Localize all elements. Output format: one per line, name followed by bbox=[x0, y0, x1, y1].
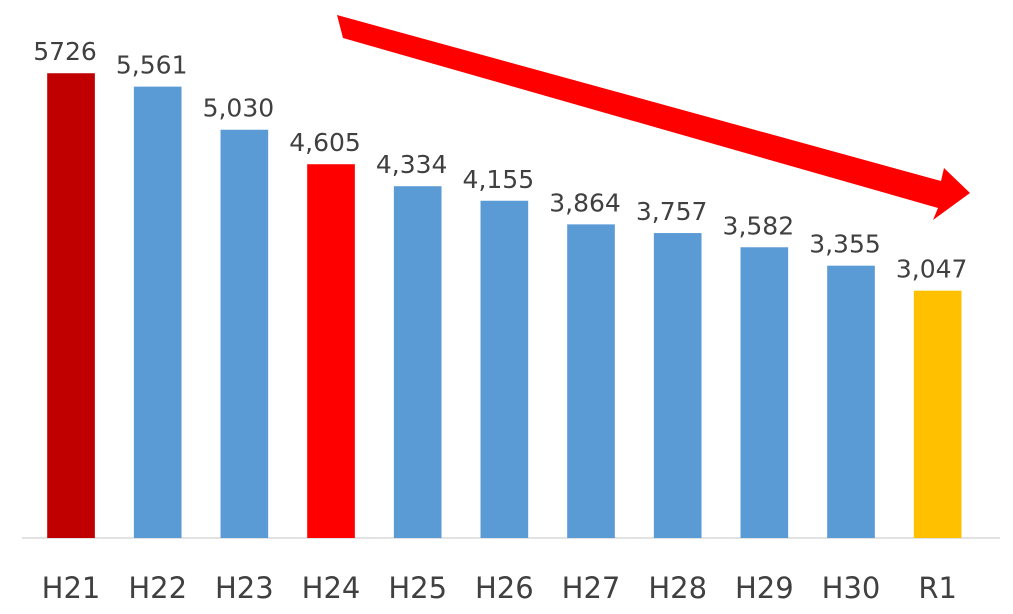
bar bbox=[220, 129, 269, 538]
value-label: 5,030 bbox=[203, 94, 275, 123]
x-tick-label: H29 bbox=[735, 571, 794, 605]
bar bbox=[480, 200, 529, 538]
value-label: 5726 bbox=[33, 37, 97, 66]
bar bbox=[567, 224, 615, 538]
value-label: 5,561 bbox=[116, 51, 188, 80]
x-tick-label: R1 bbox=[918, 571, 957, 605]
value-label: 3,047 bbox=[896, 255, 968, 284]
x-tick-label: H25 bbox=[388, 571, 447, 605]
value-label: 4,605 bbox=[289, 128, 361, 157]
x-tick-label: H27 bbox=[562, 571, 621, 605]
bar bbox=[913, 290, 962, 538]
x-tick-label: H28 bbox=[648, 571, 707, 605]
value-label: 3,757 bbox=[636, 197, 708, 226]
value-label: 3,355 bbox=[809, 230, 881, 259]
bar bbox=[47, 73, 95, 538]
value-label: 3,864 bbox=[549, 188, 621, 217]
x-tick-label: H24 bbox=[302, 571, 361, 605]
bar bbox=[653, 233, 702, 539]
value-label: 3,582 bbox=[723, 211, 795, 240]
x-tick-label: H23 bbox=[215, 571, 274, 605]
bar bbox=[393, 186, 442, 538]
x-tick-label: H22 bbox=[128, 571, 187, 605]
value-label: 4,334 bbox=[376, 150, 448, 179]
x-tick-label: H30 bbox=[822, 571, 881, 605]
bar bbox=[133, 86, 182, 538]
bar bbox=[307, 164, 355, 539]
trend-arrow bbox=[337, 15, 970, 220]
x-tick-label: H26 bbox=[475, 571, 534, 605]
bar bbox=[827, 265, 875, 538]
value-label: 4,155 bbox=[463, 165, 535, 194]
x-tick-label: H21 bbox=[42, 571, 101, 605]
bar bbox=[740, 247, 789, 539]
